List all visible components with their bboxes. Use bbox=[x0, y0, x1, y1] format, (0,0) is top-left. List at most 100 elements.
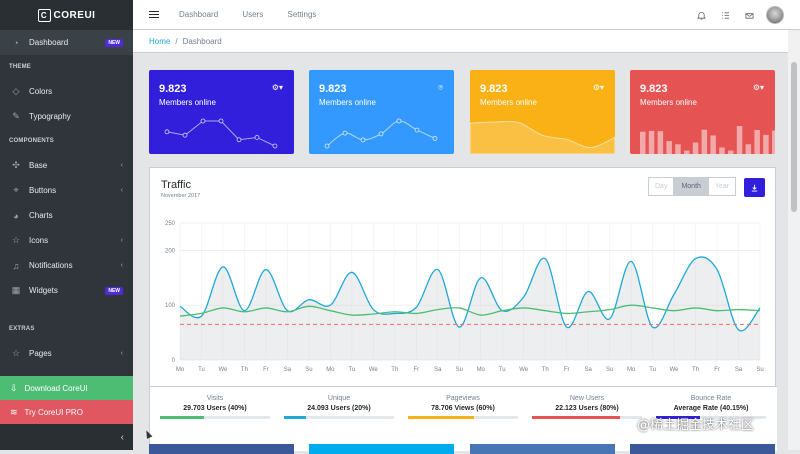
cloud-download-icon bbox=[751, 184, 758, 192]
sparkline-point bbox=[396, 118, 402, 124]
sparkline-point bbox=[342, 130, 348, 136]
year-button[interactable]: Year bbox=[707, 177, 737, 196]
sidebar-item-label: Charts bbox=[29, 211, 53, 220]
breadcrumb-home[interactable]: Home bbox=[149, 36, 171, 46]
x-tick-label: Tu bbox=[348, 367, 355, 373]
x-tick-label: Mo bbox=[627, 367, 636, 373]
y-tick-label: 100 bbox=[165, 303, 176, 309]
cloud-download-button[interactable] bbox=[744, 178, 765, 197]
bar bbox=[684, 150, 690, 154]
x-tick-label: Fr bbox=[714, 367, 720, 373]
download-coreui-button[interactable]: ⇩ Download CoreUI bbox=[0, 376, 133, 400]
list-icon[interactable] bbox=[720, 10, 730, 20]
stat-card-4: 9.823 Members online ⚙▾ bbox=[630, 70, 775, 154]
stat-pageviews: Pageviews 78.706 Views (60%) bbox=[408, 395, 518, 419]
y-tick-label: 250 bbox=[165, 221, 176, 227]
chevron-left-icon: ‹ bbox=[120, 431, 124, 443]
nav-link-users[interactable]: Users bbox=[242, 10, 264, 19]
x-tick-label: We bbox=[519, 367, 529, 373]
sidebar-item-colors[interactable]: ◇ Colors bbox=[0, 79, 133, 104]
sidebar-item-label: Base bbox=[29, 161, 48, 170]
sidebar-item-base[interactable]: ✣ Base ‹ bbox=[0, 153, 133, 178]
sparkline-point bbox=[164, 129, 170, 135]
y-tick-label: 200 bbox=[165, 248, 176, 254]
gear-dropdown-icon[interactable]: ⚙▾ bbox=[592, 83, 604, 92]
stat-label: Visits bbox=[206, 395, 224, 402]
card-label: Members online bbox=[159, 98, 216, 107]
sidebar-item-charts[interactable]: ◕ Charts bbox=[0, 203, 133, 228]
sidebar-item-notifications[interactable]: ♫ Notifications ‹ bbox=[0, 253, 133, 278]
social-card-2 bbox=[309, 444, 454, 454]
progress-fill bbox=[160, 416, 204, 419]
nav-link-dashboard[interactable]: Dashboard bbox=[179, 10, 219, 19]
x-tick-label: Th bbox=[241, 367, 248, 373]
social-card-3 bbox=[470, 444, 615, 454]
sidebar-item-widgets[interactable]: ▦ Widgets NEW bbox=[0, 278, 133, 303]
chevron-left-icon: ‹ bbox=[120, 262, 123, 269]
x-tick-label: Sa bbox=[584, 367, 592, 373]
x-tick-label: Tu bbox=[198, 367, 205, 373]
bell-icon[interactable] bbox=[696, 10, 706, 20]
chevron-left-icon: ‹ bbox=[120, 237, 123, 244]
location-pin-icon[interactable]: ⌾ bbox=[438, 83, 443, 92]
social-card-4 bbox=[630, 444, 775, 454]
sidebar-item-dashboard[interactable]: ◔ Dashboard NEW bbox=[0, 30, 133, 55]
x-tick-label: Mo bbox=[326, 367, 335, 373]
y-tick-label: 0 bbox=[172, 358, 176, 364]
progress-bar bbox=[656, 416, 766, 419]
gear-dropdown-icon[interactable]: ⚙▾ bbox=[752, 83, 764, 92]
sidebar: C COREUI ◔ Dashboard NEW THEME ◇ Colors … bbox=[0, 0, 133, 450]
x-tick-label: Tu bbox=[499, 367, 506, 373]
scrollbar[interactable] bbox=[788, 30, 800, 450]
new-badge: NEW bbox=[105, 38, 123, 47]
stat-card-3: 9.823 Members online ⚙▾ bbox=[470, 70, 615, 154]
avatar[interactable] bbox=[766, 6, 784, 24]
envelope-icon[interactable] bbox=[744, 10, 754, 20]
x-tick-label: We bbox=[219, 367, 229, 373]
card-area-chart bbox=[470, 120, 615, 154]
menu-toggle-icon[interactable] bbox=[149, 10, 159, 19]
cloud-download-icon: ⇩ bbox=[10, 382, 18, 393]
sidebar-title-components: COMPONENTS bbox=[9, 138, 55, 144]
x-tick-label: Fr bbox=[413, 367, 419, 373]
chevron-left-icon: ‹ bbox=[120, 162, 123, 169]
area-series bbox=[470, 120, 615, 154]
breadcrumb-separator: / bbox=[175, 36, 178, 46]
x-tick-label: We bbox=[369, 367, 379, 373]
card-bar-chart bbox=[640, 126, 775, 154]
x-tick-label: Su bbox=[756, 367, 763, 373]
progress-bar bbox=[408, 416, 518, 419]
chevron-left-icon: ‹ bbox=[120, 350, 123, 357]
stat-value: 24.093 Users (20%) bbox=[307, 405, 371, 412]
sidebar-minimizer-button[interactable]: ‹ bbox=[0, 424, 133, 450]
card-sparkline bbox=[324, 118, 438, 149]
traffic-subtitle: November 2017 bbox=[161, 193, 201, 199]
traffic-title: Traffic bbox=[161, 179, 191, 191]
star-icon: ☆ bbox=[11, 348, 21, 358]
scrollbar-thumb[interactable] bbox=[791, 62, 797, 212]
star-icon: ☆ bbox=[11, 235, 21, 245]
card-sparkline bbox=[164, 118, 278, 149]
try-pro-button[interactable]: ≋ Try CoreUI PRO bbox=[0, 400, 133, 424]
sidebar-item-pages[interactable]: ☆ Pages ‹ bbox=[0, 341, 133, 366]
brand-logo[interactable]: C COREUI bbox=[0, 0, 133, 30]
gear-dropdown-icon[interactable]: ⚙▾ bbox=[271, 83, 283, 92]
x-tick-label: Sa bbox=[284, 367, 292, 373]
stat-label: Bounce Rate bbox=[690, 395, 732, 402]
progress-bar bbox=[532, 416, 642, 419]
nav-link-settings[interactable]: Settings bbox=[287, 10, 317, 19]
card-value: 9.823 bbox=[319, 83, 347, 95]
month-button[interactable]: Month bbox=[674, 177, 708, 196]
day-button[interactable]: Day bbox=[648, 177, 675, 196]
stat-label: Unique bbox=[327, 395, 351, 402]
sparkline-point bbox=[414, 127, 420, 133]
sidebar-item-typography[interactable]: ✎ Typography bbox=[0, 104, 133, 129]
sidebar-item-label: Buttons bbox=[29, 186, 57, 195]
sidebar-item-icons[interactable]: ☆ Icons ‹ bbox=[0, 228, 133, 253]
sidebar-item-buttons[interactable]: ⌖ Buttons ‹ bbox=[0, 178, 133, 203]
sparkline-point bbox=[378, 131, 384, 137]
bar bbox=[736, 126, 743, 154]
sidebar-item-label: Widgets bbox=[29, 286, 58, 295]
progress-fill bbox=[284, 416, 306, 419]
progress-fill bbox=[408, 416, 474, 419]
